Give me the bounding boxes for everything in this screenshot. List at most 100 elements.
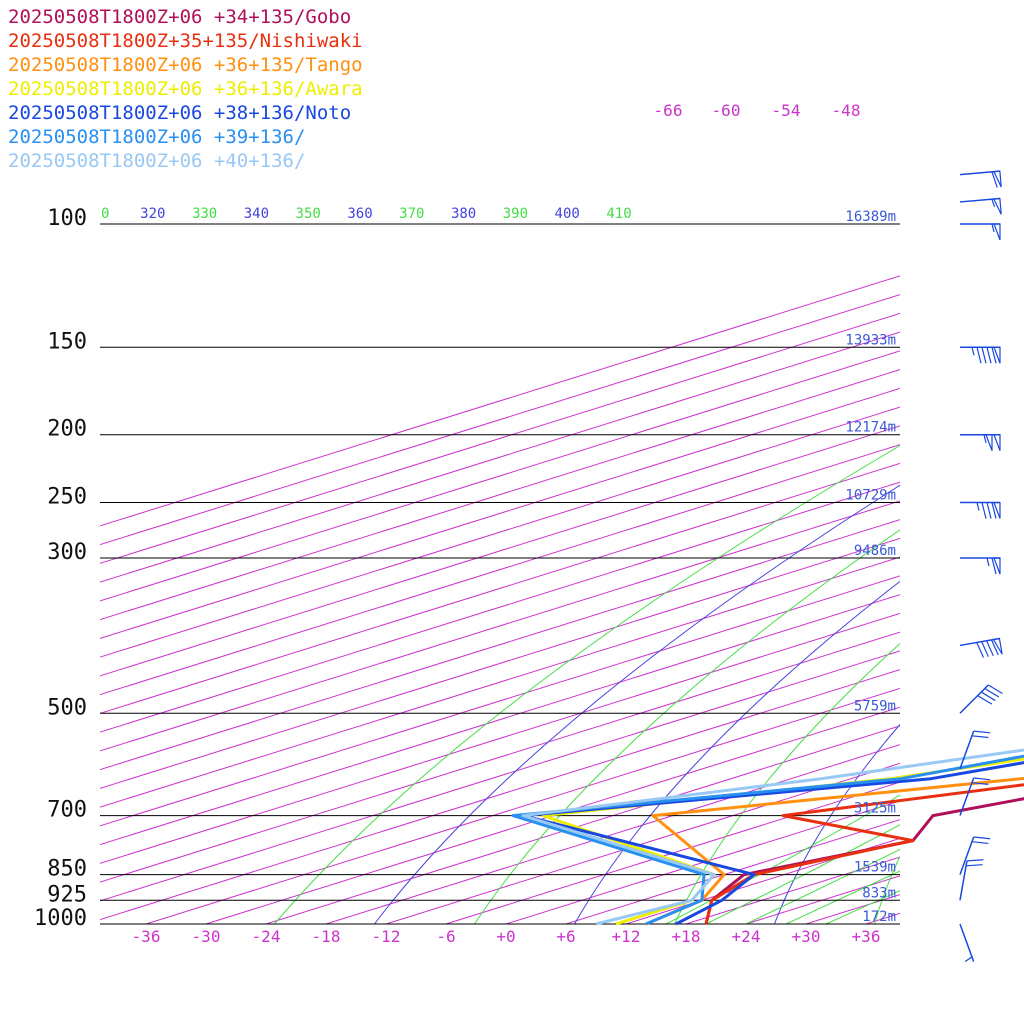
height-label: 16389m [845, 209, 896, 225]
adiabat-line [574, 580, 900, 924]
isotherm-line [145, 687, 900, 924]
pressure-label: 500 [47, 695, 87, 720]
isotherm-line [100, 575, 900, 827]
theta-label: 320 [140, 206, 165, 222]
height-label: 3125m [854, 801, 896, 817]
series-line [645, 776, 1024, 926]
pressure-label: 925 [47, 882, 87, 907]
temperature-tick-label: +30 [792, 927, 821, 946]
background-lines [100, 76, 1024, 924]
height-labels: 16389m 13933m 12174m 10729m 9486m 5759m 3125m 1… [845, 209, 896, 925]
theta-labels: 0 320 330 340 350 360 370 380 390 400 410 [101, 206, 632, 222]
moist-adiabat-line [705, 824, 900, 924]
isotherm-line [100, 444, 900, 696]
height-label: 172m [862, 909, 896, 925]
pressure-label: 200 [47, 417, 87, 442]
legend-entry: 20250508T1800Z+06 +38+136/Noto [8, 102, 351, 124]
pressure-label: 1000 [34, 906, 87, 931]
theta-label: 360 [347, 206, 372, 222]
wind-barb [960, 346, 1001, 364]
temperature-tick-label: +18 [672, 927, 701, 946]
wind-barb [959, 859, 984, 901]
series-line [704, 783, 1024, 925]
wind-barb [960, 433, 1001, 451]
isotherm-top-labels: -66 -60 -54 -48 [654, 101, 861, 120]
legend-entry: 20250508T1800Z+06 +39+136/ [8, 126, 305, 148]
isotherm-top-label: -60 [712, 101, 741, 120]
wind-barb [959, 836, 991, 875]
pressure-label: 150 [47, 329, 87, 354]
isotherm-line [100, 650, 900, 902]
legend-entry: 20250508T1800Z+06 +34+135/Gobo [8, 6, 351, 28]
legend: 20250508T1800Z+06 +34+135/Gobo 20250508T1… [8, 6, 363, 172]
wind-barb [959, 197, 1002, 215]
isotherm-line [100, 312, 900, 564]
temperature-tick-label: -30 [192, 927, 221, 946]
adiabat-line [374, 484, 900, 924]
adiabat-line [274, 445, 900, 924]
adiabat-line [774, 723, 900, 924]
isotherm-line [325, 744, 900, 924]
theta-label: 370 [399, 206, 424, 222]
adiabat-line [474, 529, 900, 924]
temperature-tick-label: +0 [496, 927, 515, 946]
isotherm-line [100, 369, 900, 621]
pressure-label: 700 [47, 798, 87, 823]
adiabat-line [674, 642, 900, 924]
legend-entry: 20250508T1800Z+06 +40+136/ [8, 150, 305, 172]
wind-barb [959, 923, 975, 963]
isotherm-line [100, 594, 900, 846]
temperature-tick-label: +12 [612, 927, 641, 946]
height-label: 10729m [845, 488, 896, 504]
isotherm-line [100, 294, 900, 546]
theta-label: 340 [244, 206, 269, 222]
wind-barb [959, 637, 1003, 658]
theta-label: 0 [101, 206, 109, 222]
series-layer [511, 748, 1024, 926]
pressure-label: 100 [47, 206, 87, 231]
pressure-label: 850 [47, 857, 87, 882]
isotherm-line [805, 894, 900, 924]
moist-adiabat-line [785, 870, 900, 924]
isotherm-top-label: -48 [832, 101, 861, 120]
isotherm-line [100, 612, 900, 864]
theta-label: 330 [192, 206, 217, 222]
series-line [521, 761, 1024, 926]
isotherm-line [100, 462, 900, 714]
temperature-tick-label: +36 [852, 927, 881, 946]
isobar-lines [100, 223, 900, 925]
series-line [511, 754, 1024, 926]
isotherm-line [100, 631, 900, 883]
moist-adiabat-line [665, 794, 900, 924]
temperature-tick-label: -24 [252, 927, 281, 946]
temperature-tick-label: -18 [312, 927, 341, 946]
wind-barb [959, 730, 991, 769]
moist-adiabat-line [745, 848, 900, 924]
adiabat-line [975, 76, 1024, 924]
wind-barb [960, 223, 1001, 241]
height-label: 9486m [854, 543, 896, 559]
isotherm-line [100, 387, 900, 639]
height-label: 833m [862, 885, 896, 901]
theta-label: 400 [555, 206, 580, 222]
isotherm-line [100, 350, 900, 602]
isotherm-line [100, 500, 900, 752]
isotherm-line [100, 519, 900, 771]
temperature-axis-labels: -36 -30 -24 -18 -12 -6 +0 +6 +12 +18 +24 +30 +36 [132, 927, 881, 946]
series-line [521, 748, 1024, 926]
isotherm-top-label: -54 [772, 101, 801, 120]
wind-barb [959, 170, 1002, 188]
isotherm-line [986, 175, 1024, 924]
isotherm-line [100, 406, 900, 658]
pressure-label: 250 [47, 485, 87, 510]
wind-barb [960, 501, 1001, 519]
isotherm-line [100, 275, 900, 527]
isotherm-line [100, 425, 900, 677]
isotherm-line [100, 556, 900, 808]
isotherm-line [385, 762, 900, 924]
wind-barb [960, 557, 1001, 575]
isotherm-line [926, 175, 1024, 924]
isotherm-line [100, 537, 900, 789]
